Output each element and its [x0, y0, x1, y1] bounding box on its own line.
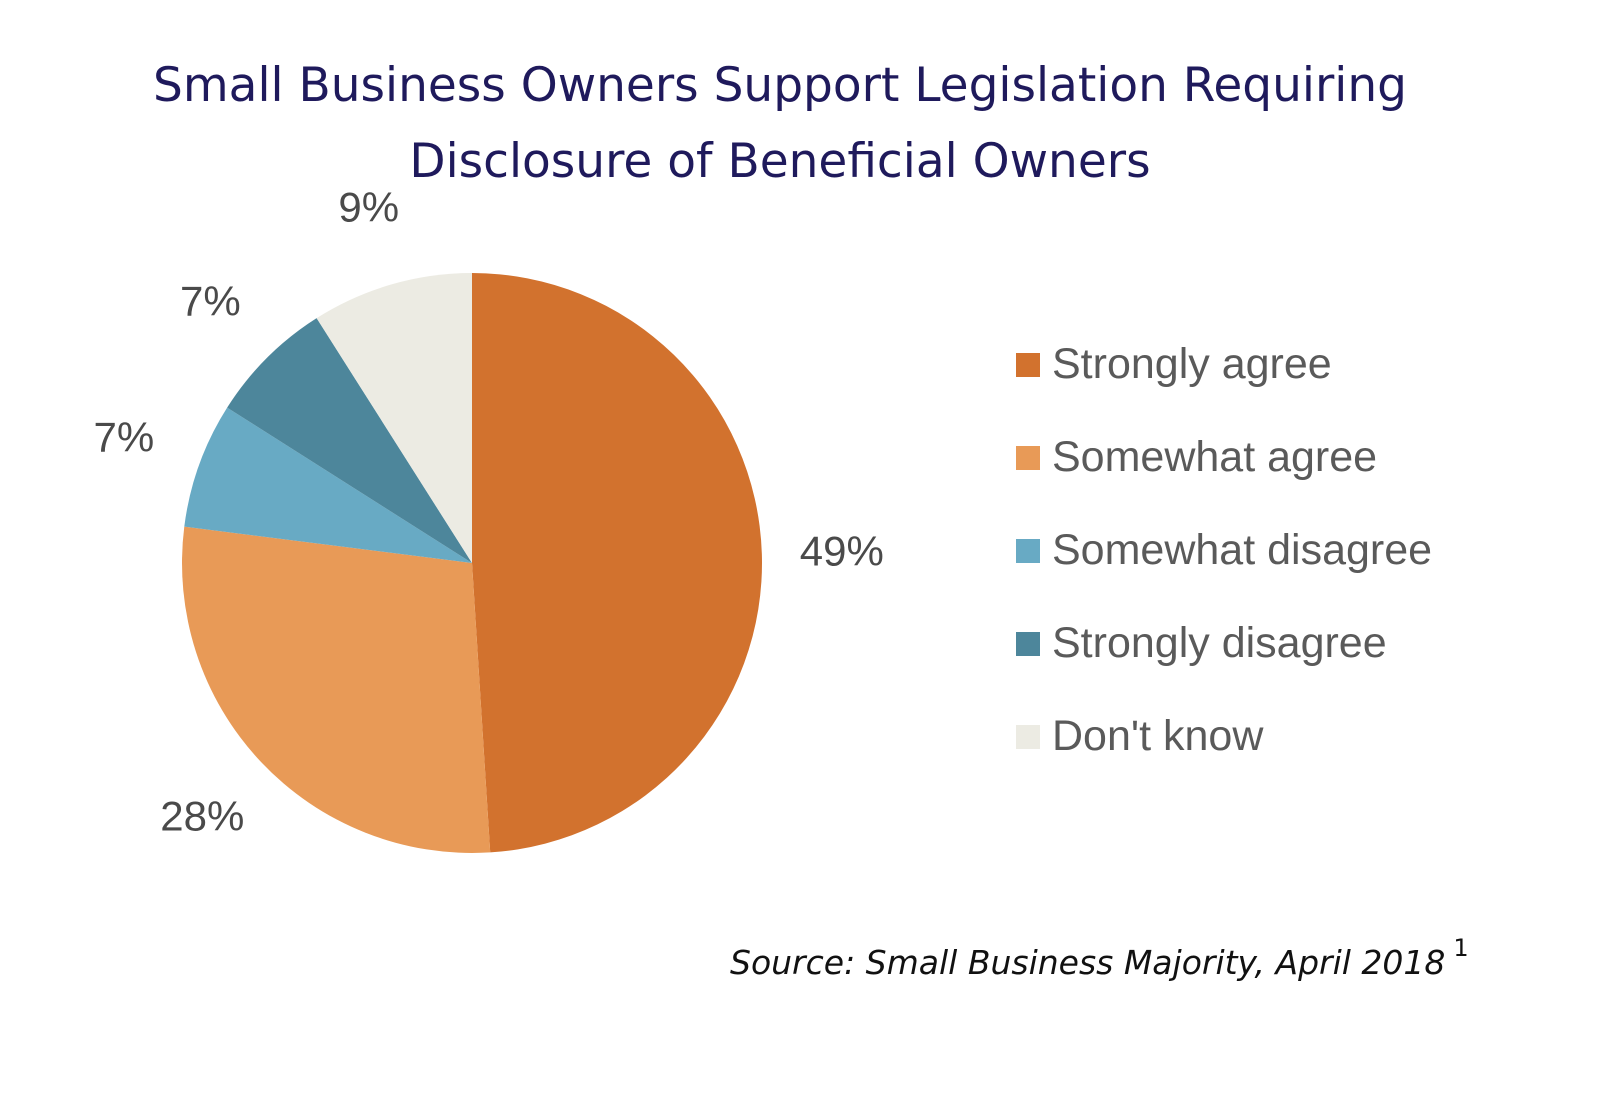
legend-item-strongly-agree: Strongly agree — [1016, 318, 1432, 411]
pie-slice-somewhat-agree — [182, 526, 491, 853]
data-label-don-t-know: 9% — [338, 184, 399, 231]
legend-item-strongly-disagree: Strongly disagree — [1016, 597, 1432, 690]
legend: Strongly agree Somewhat agree Somewhat dis… — [1016, 318, 1432, 783]
data-label-strongly-disagree: 7% — [180, 277, 241, 324]
legend-swatch — [1016, 631, 1040, 656]
legend-swatch — [1016, 445, 1040, 470]
chart-title: Small Business Owners Support Legislatio… — [0, 48, 1560, 200]
source-note: Source: Small Business Majority, April 2… — [730, 934, 1469, 982]
pie-slice-somewhat-disagree — [184, 407, 472, 563]
chart-title-line-2: Disclosure of Beneficial Owners — [409, 134, 1151, 189]
source-text: Source: Small Business Majority, April 2… — [730, 943, 1446, 982]
data-label-strongly-agree: 49% — [800, 527, 884, 574]
legend-item-don-t-know: Don't know — [1016, 690, 1432, 783]
legend-item-somewhat-disagree: Somewhat disagree — [1016, 504, 1432, 597]
legend-swatch — [1016, 352, 1040, 377]
data-label-somewhat-disagree: 7% — [94, 414, 155, 461]
pie-slice-strongly-agree — [472, 273, 762, 853]
pie-slice-don-t-know — [316, 273, 472, 563]
data-label-somewhat-agree: 28% — [160, 792, 244, 839]
legend-label: Don't know — [1052, 712, 1264, 760]
pie-slice-strongly-disagree — [227, 318, 472, 563]
chart-title-line-1: Small Business Owners Support Legislatio… — [153, 58, 1407, 113]
legend-swatch — [1016, 538, 1040, 563]
legend-label: Somewhat agree — [1052, 433, 1378, 481]
legend-label: Somewhat disagree — [1052, 526, 1433, 574]
source-footnote: 1 — [1453, 934, 1469, 962]
legend-label: Strongly disagree — [1052, 619, 1387, 667]
legend-label: Strongly agree — [1052, 340, 1332, 388]
legend-swatch — [1016, 724, 1040, 749]
legend-item-somewhat-agree: Somewhat agree — [1016, 411, 1432, 504]
